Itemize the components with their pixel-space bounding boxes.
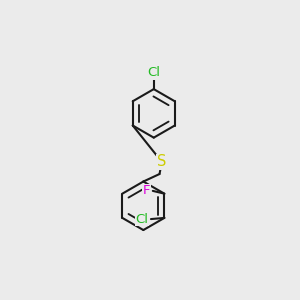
Text: F: F [142,184,150,197]
Text: Cl: Cl [136,213,149,226]
Text: Cl: Cl [147,67,160,80]
Text: S: S [157,154,167,169]
